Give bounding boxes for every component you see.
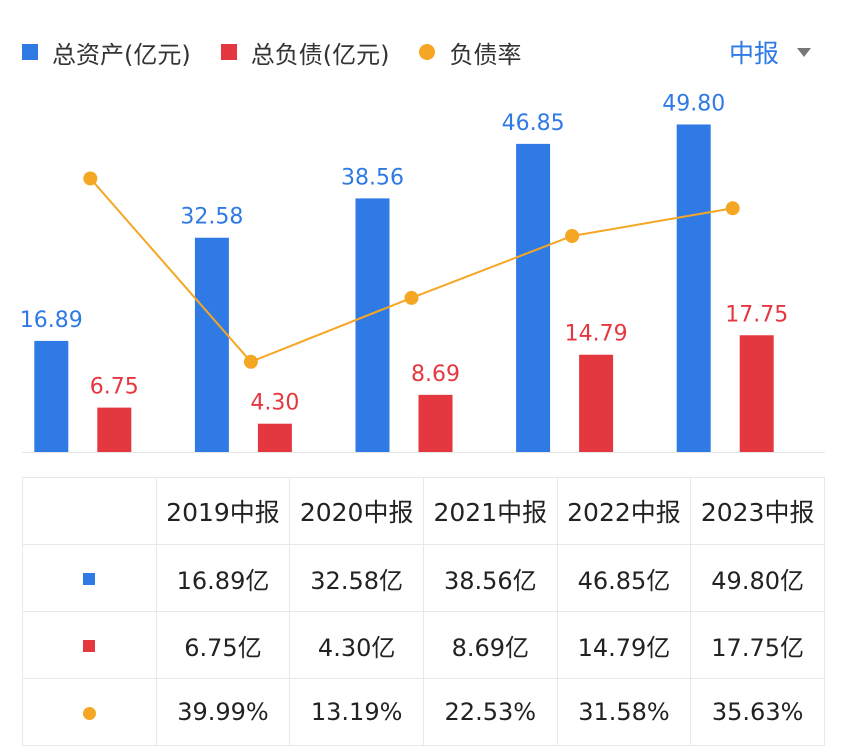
assets-bar[interactable] (516, 143, 551, 452)
table-header-cell: 2019中报 (155, 477, 291, 545)
liabilities-value-label: 4.30 (250, 391, 299, 416)
table-cell: 17.75亿 (690, 611, 825, 679)
liabilities-bar[interactable] (257, 423, 292, 452)
table-row-liabilities: 6.75亿 4.30亿 8.69亿 14.79亿 17.75亿 (22, 611, 825, 679)
table-cell: 39.99% (155, 678, 291, 746)
table-cell: 32.58亿 (289, 544, 424, 612)
liabilities-bar[interactable] (418, 394, 453, 452)
table-cell: 22.53% (422, 678, 558, 746)
table-corner-cell (22, 477, 157, 545)
legend-label-liabilities: 总负债(亿元) (250, 40, 390, 69)
table-cell: 4.30亿 (289, 611, 424, 679)
assets-value-label: 16.89 (20, 308, 83, 333)
bar-line-chart: 16.89 6.75 32.58 4.30 38.56 8.69 46.85 14.79 49.… (20, 91, 825, 453)
table-header-cell: 2021中报 (422, 477, 558, 545)
liabilities-value-label: 14.79 (565, 322, 628, 347)
legend-item-assets[interactable]: 总资产(亿元) (22, 35, 191, 70)
table-header-cell: 2023中报 (690, 477, 825, 545)
liabilities-value-label: 17.75 (725, 302, 788, 327)
table-cell: 49.80亿 (690, 544, 825, 612)
table-row-ratio: 39.99% 13.19% 22.53% 31.58% 35.63% (22, 678, 825, 746)
liabilities-bar[interactable] (97, 407, 132, 452)
ratio-point[interactable] (565, 228, 580, 243)
ratio-point[interactable] (725, 201, 740, 216)
table-header-cell: 2022中报 (556, 477, 692, 545)
chevron-down-icon (797, 47, 811, 57)
data-table: 2019中报 2020中报 2021中报 2022中报 2023中报 16.89亿 32.… (22, 477, 825, 746)
table-header-cell: 2020中报 (289, 477, 424, 545)
assets-bar[interactable] (355, 198, 390, 452)
assets-value-label: 46.85 (502, 111, 565, 136)
table-cell: 6.75亿 (155, 611, 291, 679)
assets-value-label: 32.58 (180, 205, 243, 230)
assets-value-label: 49.80 (662, 91, 725, 116)
period-dropdown-value: 中报 (728, 39, 779, 68)
legend-item-ratio[interactable]: 负债率 (419, 35, 521, 70)
ratio-point[interactable] (243, 354, 258, 369)
chart-legend: 总资产(亿元) 总负债(亿元) 负债率 (22, 30, 551, 74)
legend-label-ratio: 负债率 (449, 40, 522, 69)
liabilities-bar[interactable] (739, 335, 774, 452)
liabilities-value-label: 8.69 (411, 362, 460, 387)
assets-marker-icon (83, 573, 96, 585)
assets-swatch-icon (22, 44, 38, 60)
liabilities-swatch-icon (220, 44, 237, 60)
assets-bar[interactable] (34, 340, 69, 452)
legend-item-liabilities[interactable]: 总负债(亿元) (220, 35, 390, 70)
table-cell: 35.63% (690, 678, 825, 746)
ratio-dot-icon (419, 44, 436, 60)
liabilities-bar[interactable] (579, 354, 614, 452)
legend-label-assets: 总资产(亿元) (52, 40, 191, 69)
table-header-row: 2019中报 2020中报 2021中报 2022中报 2023中报 (22, 477, 825, 545)
table-cell: 13.19% (289, 678, 424, 746)
table-marker-cell (22, 678, 157, 746)
period-dropdown[interactable]: 中报 (729, 30, 811, 74)
assets-bar[interactable] (194, 237, 229, 452)
assets-bar[interactable] (676, 124, 711, 452)
table-cell: 14.79亿 (556, 611, 692, 679)
table-row-assets: 16.89亿 32.58亿 38.56亿 46.85亿 49.80亿 (22, 544, 825, 612)
ratio-point[interactable] (404, 290, 419, 305)
table-marker-cell (22, 544, 157, 612)
table-cell: 16.89亿 (155, 544, 291, 612)
table-cell: 46.85亿 (556, 544, 692, 612)
table-cell: 31.58% (556, 678, 692, 746)
ratio-marker-icon (82, 706, 96, 720)
liabilities-marker-icon (83, 640, 96, 652)
table-marker-cell (22, 611, 157, 679)
table-cell: 8.69亿 (422, 611, 558, 679)
assets-value-label: 38.56 (341, 165, 404, 190)
liabilities-value-label: 6.75 (90, 375, 139, 400)
ratio-point[interactable] (83, 171, 98, 186)
table-cell: 38.56亿 (422, 544, 558, 612)
